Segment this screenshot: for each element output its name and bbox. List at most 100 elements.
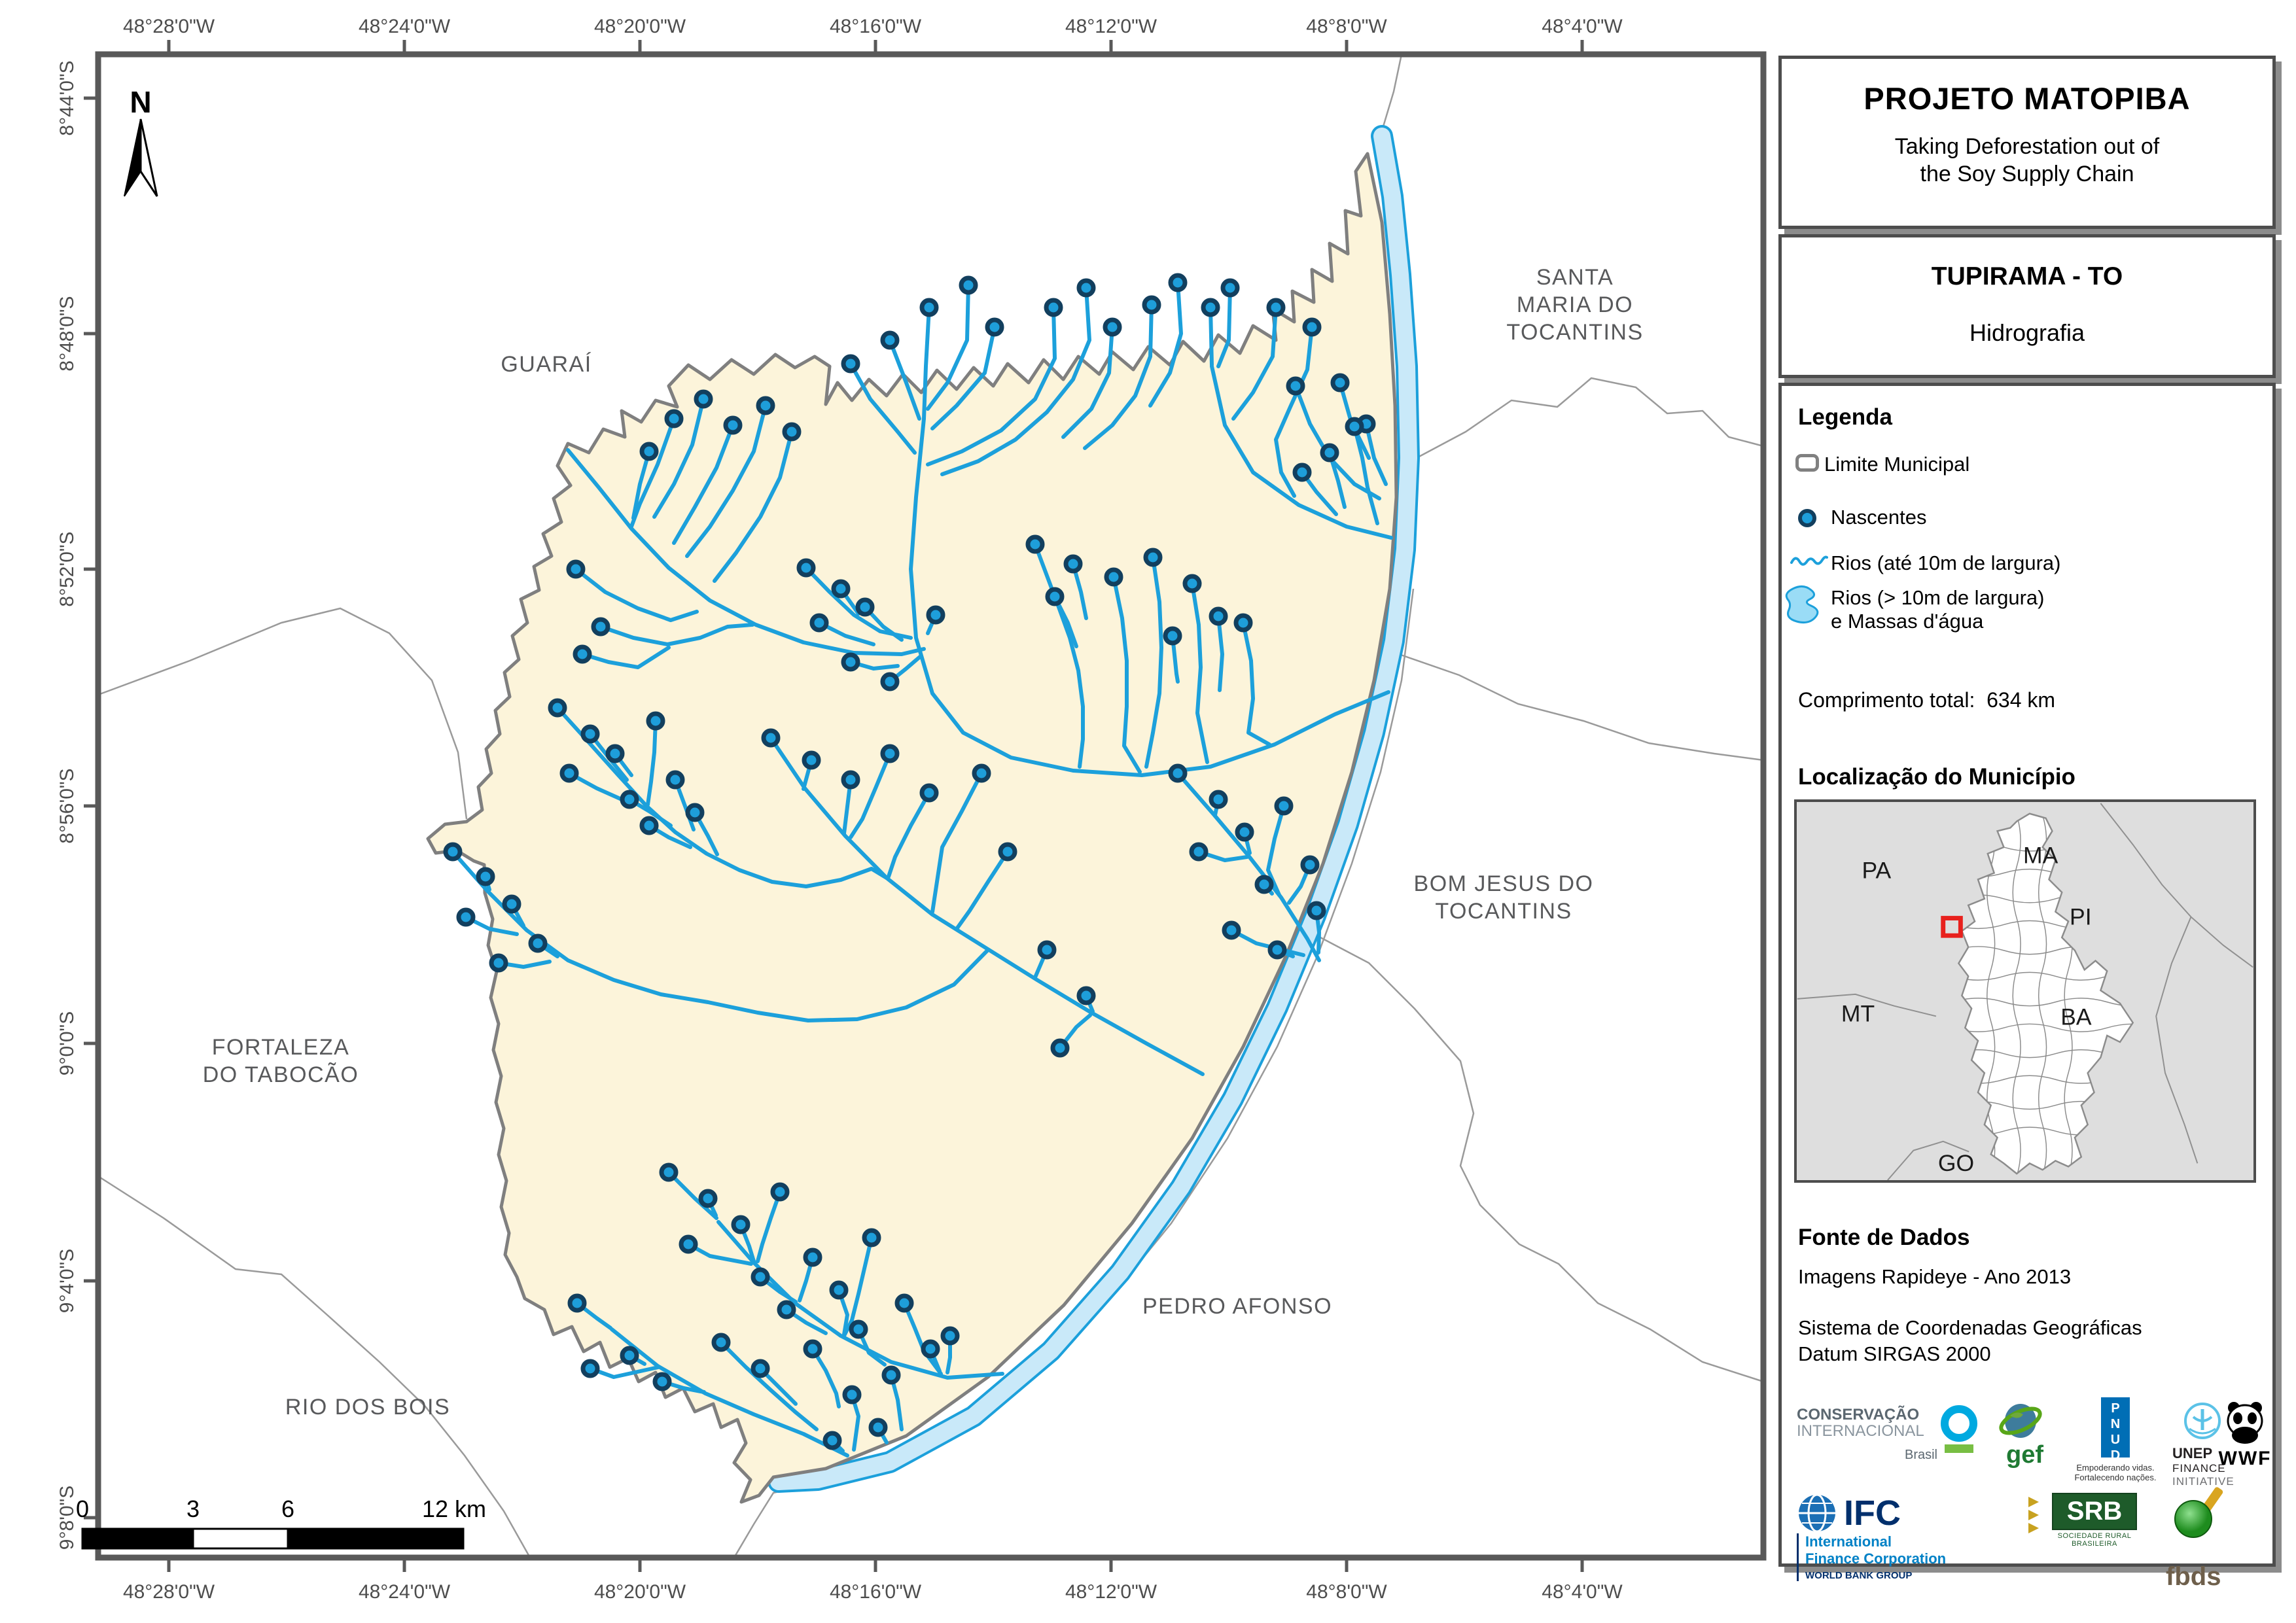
svg-text:6: 6 (281, 1495, 294, 1522)
svg-text:8°56'0"S: 8°56'0"S (56, 768, 78, 843)
inset-state-label: BA (2060, 1003, 2092, 1030)
fbds-sphere-icon (2174, 1487, 2223, 1538)
inset-state-label: MA (2023, 843, 2058, 869)
pnud-logo-text: PNUD (2108, 1401, 2123, 1464)
svg-text:DO TABOCÃO: DO TABOCÃO (203, 1062, 359, 1087)
rivers (451, 281, 1393, 1457)
svg-text:48°20'0"W: 48°20'0"W (594, 16, 686, 37)
svg-text:TOCANTINS: TOCANTINS (1506, 320, 1643, 345)
ifc-text-2: Finance Corporation (1805, 1550, 1947, 1567)
project-title: PROJETO MATOPIBA (1863, 81, 2191, 116)
logo-pnud: PNUD Empoderando vidas. Fortalecendo naç… (2073, 1397, 2158, 1482)
svg-text:12 km: 12 km (422, 1495, 486, 1522)
pnud-caption-1: Empoderando vidas. (2076, 1463, 2155, 1473)
ifc-logo-text: IFC (1844, 1493, 1901, 1533)
svg-text:48°24'0"W: 48°24'0"W (359, 16, 451, 37)
ci-logo-text-brasil: Brasil (1904, 1448, 1937, 1463)
project-subtitle-2: the Soy Supply Chain (1920, 162, 2134, 186)
logo-fbds: fbds (2166, 1485, 2269, 1592)
svg-text:9°0'0"S: 9°0'0"S (56, 1011, 78, 1075)
legend-label-nascentes: Nascentes (1831, 506, 1927, 529)
svg-text:9°4'0"S: 9°4'0"S (56, 1249, 78, 1313)
svg-text:9°8'0"S: 9°8'0"S (56, 1486, 78, 1550)
legend-heading: Legenda (1798, 404, 1892, 430)
logo-conservacao-internacional: CONSERVAÇÃO INTERNACIONAL Brasil (1797, 1406, 1937, 1462)
svg-text:N: N (130, 85, 151, 119)
srb-logo-subtext: SOCIEDADE RURAL BRASILEIRA (2057, 1532, 2132, 1548)
title-box: PROJETO MATOPIBA Taking Deforestation ou… (1778, 56, 2276, 229)
source-line-1: Imagens Rapideye - Ano 2013 (1798, 1265, 2072, 1288)
location-inset-map: PA MA PI MT BA GO (1794, 799, 2256, 1183)
wwf-logo-text: WWF (2218, 1448, 2272, 1469)
unep-emblem-icon (2184, 1403, 2221, 1439)
svg-text:48°4'0"W: 48°4'0"W (1542, 16, 1623, 37)
ifc-logo-subtext: International Finance Corporation WORLD … (1797, 1533, 1946, 1581)
inset-state-label: MT (1841, 1000, 1875, 1026)
svg-text:3: 3 (186, 1495, 200, 1522)
svg-text:8°52'0"S: 8°52'0"S (56, 531, 78, 606)
legend-symbol-massas (1785, 585, 1819, 623)
legend-symbol-rios (1790, 555, 1828, 566)
svg-text:TOCANTINS: TOCANTINS (1435, 899, 1572, 924)
svg-text:PEDRO AFONSO: PEDRO AFONSO (1142, 1294, 1332, 1319)
municipality-locator (1941, 916, 1963, 938)
srb-wheat-icon (2028, 1497, 2039, 1533)
springs (443, 273, 1376, 1450)
svg-text:48°20'0"W: 48°20'0"W (594, 1581, 686, 1603)
svg-text:48°24'0"W: 48°24'0"W (359, 1581, 451, 1603)
source-line-2: Sistema de Coordenadas Geográficas (1798, 1316, 2142, 1339)
svg-text:48°28'0"W: 48°28'0"W (123, 16, 215, 37)
tocantins-state-shape (1957, 812, 2134, 1175)
ci-logo-text-2: INTERNACIONAL (1797, 1422, 1924, 1440)
svg-text:8°44'0"S: 8°44'0"S (56, 60, 78, 135)
svg-text:FORTALEZA: FORTALEZA (212, 1035, 350, 1060)
svg-text:48°8'0"W: 48°8'0"W (1306, 1581, 1387, 1603)
ifc-text-1: International (1805, 1533, 1892, 1550)
logo-wwf: WWF (2217, 1401, 2273, 1470)
ci-ring-icon (1941, 1405, 1977, 1453)
legend-symbol-nascentes (1798, 509, 1816, 527)
logo-ifc: IFC International Finance Corporation WO… (1797, 1493, 1993, 1581)
srb-logo-text: SRB (2052, 1493, 2137, 1530)
map-type-label: Hidrografia (1969, 319, 2085, 346)
svg-text:RIO DOS BOIS: RIO DOS BOIS (285, 1395, 450, 1420)
gef-globe-icon (1999, 1404, 2042, 1438)
pnud-emblem-icon: PNUD (2101, 1397, 2130, 1464)
wwf-panda-icon (2227, 1402, 2263, 1444)
svg-text:0: 0 (76, 1495, 89, 1522)
svg-text:48°4'0"W: 48°4'0"W (1542, 1581, 1623, 1603)
total-length-value: 634 km (1987, 688, 2056, 712)
ifc-globe-icon (1799, 1493, 1835, 1533)
legend-symbol-limite (1795, 454, 1819, 472)
graticule-labels: 48°28'0"W 48°28'0"W 48°24'0"W 48°24'0"W 48°2… (56, 16, 1623, 1603)
legend-label-massas-2: e Massas d'água (1831, 610, 1984, 633)
svg-text:GUARAÍ: GUARAÍ (501, 352, 592, 377)
ifc-text-3: WORLD BANK GROUP (1805, 1570, 1913, 1581)
location-heading: Localização do Município (1798, 764, 2075, 790)
inset-state-label: PI (2070, 903, 2092, 930)
legend-label-rios: Rios (até 10m de largura) (1831, 551, 2061, 574)
svg-text:48°12'0"W: 48°12'0"W (1065, 1581, 1157, 1603)
total-length: Comprimento total: 634 km (1798, 688, 2055, 712)
unep-text-3: INITIATIVE (2172, 1475, 2234, 1488)
svg-text:BOM JESUS DO: BOM JESUS DO (1414, 871, 1594, 896)
inset-state-label: GO (1938, 1150, 1974, 1176)
svg-text:48°8'0"W: 48°8'0"W (1306, 16, 1387, 37)
inset-state-label: PA (1862, 857, 1891, 883)
source-heading: Fonte de Dados (1798, 1225, 1970, 1250)
logo-unep-fi: UNEP FINANCE INITIATIVE (2172, 1400, 2251, 1488)
scale-bar: 0 3 6 12 km (76, 1495, 486, 1550)
svg-text:SANTA: SANTA (1536, 265, 1614, 290)
legend-label-massas-1: Rios (> 10m de largura) (1831, 586, 2045, 609)
svg-text:MARIA DO: MARIA DO (1517, 292, 1633, 317)
north-arrow-icon: N (124, 85, 158, 197)
fbds-logo-text: fbds (2166, 1562, 2221, 1591)
svg-text:48°16'0"W: 48°16'0"W (830, 16, 922, 37)
municipality-box: TUPIRAMA - TO Hidrografia (1778, 234, 2276, 378)
pnud-caption-2: Fortalecendo nações. (2074, 1473, 2157, 1482)
svg-text:48°12'0"W: 48°12'0"W (1065, 16, 1157, 37)
ci-logo-text-1: CONSERVAÇÃO (1797, 1406, 1920, 1423)
